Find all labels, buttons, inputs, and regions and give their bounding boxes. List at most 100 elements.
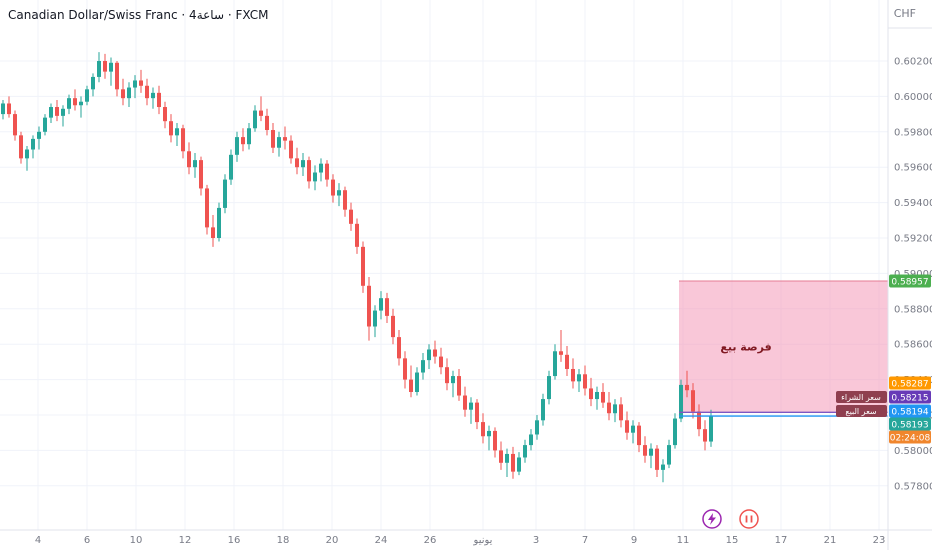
candle-body [61,108,65,116]
candle [655,445,659,477]
candle [187,142,191,175]
candle [217,202,221,242]
y-axis-label: 0.59600 [894,163,932,174]
pause-icon[interactable] [739,509,759,529]
candlestick-series[interactable] [1,52,713,483]
candle-body [337,190,341,196]
candle-body [463,395,467,410]
candle-body [535,420,539,435]
candle [295,147,299,175]
price-tag-text: 02:24:08 [890,434,931,444]
price-tag-bg [889,404,931,418]
candle [193,153,197,178]
candle [595,386,599,410]
candle-body [163,107,167,122]
candle [73,89,77,111]
x-axis-label: 26 [424,535,437,546]
candle-body [433,349,437,357]
candle [325,160,329,187]
candle [109,57,113,86]
candle-body [97,61,101,77]
candle [37,126,41,150]
price-tag-bg [889,390,931,404]
candle-body [493,430,497,451]
candle-body [25,149,29,159]
candle-body [445,367,449,384]
price-tag[interactable]: 0.58957 [889,274,931,288]
x-axis-label: 18 [277,535,290,546]
candle-body [415,372,419,392]
candle-body [13,114,17,136]
time-axis[interactable]: 4 6 10 12 16 18 20 24 26 يونيو 3 7 9 11 15 17 21 23 [35,535,886,546]
candle-body [505,453,509,463]
tag-side-label-bg [836,391,887,403]
candle-body [685,384,689,391]
candle [487,425,491,451]
candle [13,110,17,141]
candle [97,52,101,83]
candle-body [289,140,293,159]
price-tag-text: 0.58287 [891,380,928,390]
candle [25,145,29,171]
candle [601,383,605,408]
candle [181,124,185,159]
candle [541,393,545,426]
candle [433,340,437,364]
candle-body [613,404,617,414]
candle-body [547,376,551,400]
candle [361,241,365,293]
candle [511,446,515,479]
y-axis-label: 0.59000 [894,269,932,280]
candle-body [601,391,605,403]
candle-body [517,457,521,472]
price-tag[interactable]: 0.58194 سعر البيع [836,404,931,418]
candle-body [205,188,209,228]
candle [565,345,569,377]
candle-body [115,62,119,90]
candle [283,126,287,150]
candle-body [331,179,335,196]
y-axis-label: 0.59400 [894,198,932,209]
candle [619,397,623,428]
price-tag[interactable]: 0.58215 سعر الشراء [836,390,931,404]
lightning-icon[interactable] [702,509,722,529]
candle-body [235,137,239,155]
candle [31,135,35,159]
candle-body [229,154,233,180]
x-axis-label: 20 [326,535,339,546]
candle-body [541,399,545,421]
sell-zone[interactable] [679,281,888,413]
x-axis-label: 6 [84,535,90,546]
candle-body [709,416,713,442]
candle [553,344,557,380]
candle [475,399,479,430]
candle-body [37,131,41,139]
price-tag[interactable]: 0.58193 [889,417,931,431]
candle [523,439,527,463]
candle [7,96,11,118]
candle [517,452,521,476]
candle [313,165,317,191]
candle [205,184,209,235]
tag-side-label: سعر الشراء [841,393,881,402]
candle-body [529,434,533,446]
x-axis-label: 21 [824,535,837,546]
candle [559,330,563,362]
price-tag[interactable]: 0.58287 [889,376,931,390]
candle-body [247,128,251,145]
candle [571,358,575,389]
symbol-title[interactable]: Canadian Dollar/Swiss Franc · 4ساعة · FX… [8,8,269,22]
candle-body [253,110,257,129]
candle [421,353,425,380]
candle [301,153,305,177]
lightning-glyph [708,513,716,525]
candle-body [625,420,629,433]
candle-body [703,429,707,442]
candle [643,436,647,463]
candle-body [265,115,269,131]
candle [121,78,125,106]
price-tag[interactable]: 02:24:08 [889,430,931,444]
x-axis-label: 7 [582,535,588,546]
